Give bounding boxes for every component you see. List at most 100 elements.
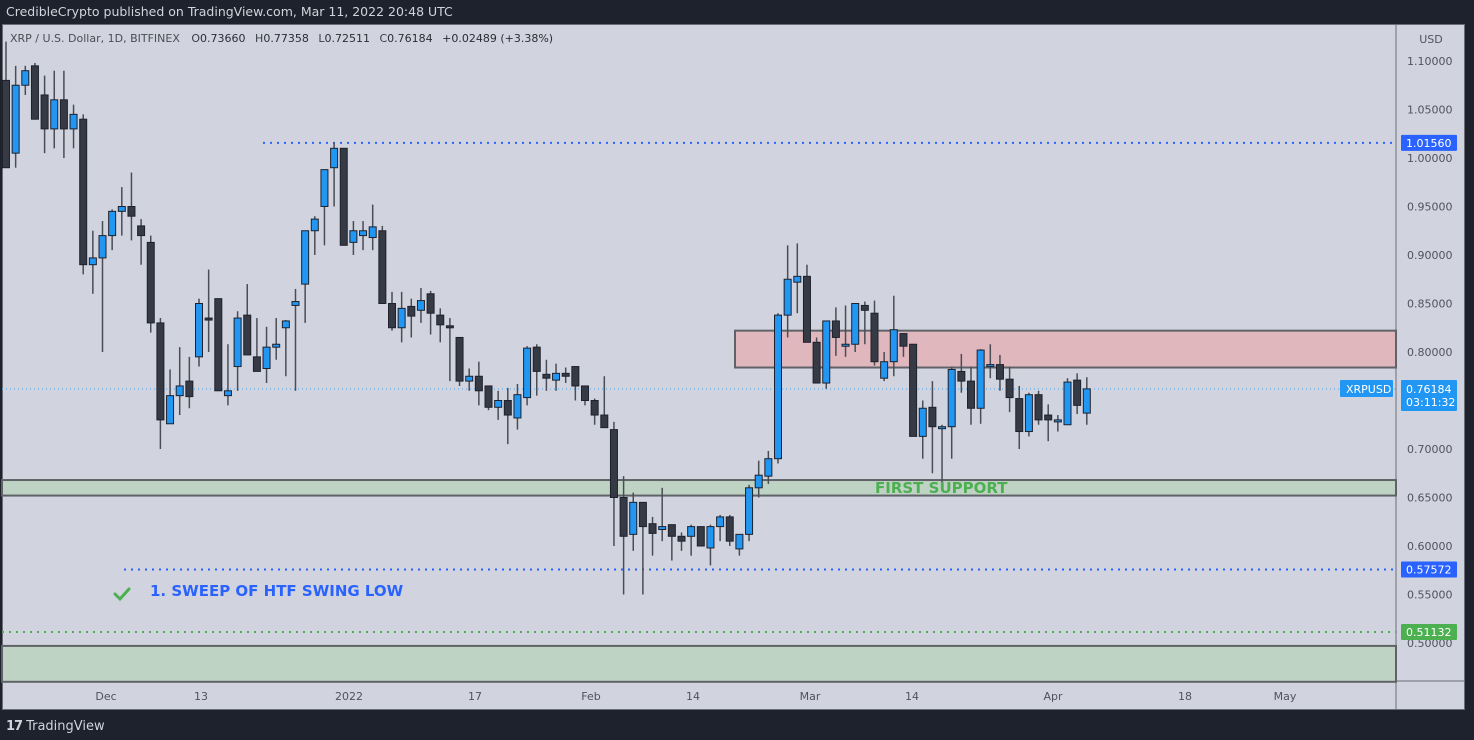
candle-body[interactable] bbox=[445, 325, 454, 329]
candle-body[interactable] bbox=[870, 312, 879, 363]
candle-body[interactable] bbox=[909, 343, 918, 437]
candle-body[interactable] bbox=[822, 320, 831, 384]
candle-body[interactable] bbox=[841, 343, 850, 347]
candle-body[interactable] bbox=[465, 375, 474, 382]
candle-body[interactable] bbox=[619, 497, 628, 537]
candle-body[interactable] bbox=[185, 380, 194, 398]
candle-body[interactable] bbox=[880, 361, 889, 379]
candle-body[interactable] bbox=[252, 356, 261, 372]
candle-body[interactable] bbox=[11, 84, 20, 154]
candle-body[interactable] bbox=[976, 349, 985, 409]
candle-body[interactable] bbox=[831, 320, 840, 338]
candle-body[interactable] bbox=[716, 516, 725, 528]
candle-body[interactable] bbox=[1015, 398, 1024, 433]
candle-body[interactable] bbox=[455, 336, 464, 382]
annotation-text-0[interactable]: 1. SWEEP OF HTF SWING LOW bbox=[150, 582, 404, 600]
candle-body[interactable] bbox=[860, 304, 869, 311]
candle-body[interactable] bbox=[947, 368, 956, 428]
candle-body[interactable] bbox=[108, 210, 117, 237]
candle-body[interactable] bbox=[899, 333, 908, 347]
candle-body[interactable] bbox=[706, 526, 715, 549]
candle-body[interactable] bbox=[542, 373, 551, 379]
candle-body[interactable] bbox=[581, 385, 589, 402]
candle-body[interactable] bbox=[233, 317, 242, 368]
candle-body[interactable] bbox=[532, 346, 541, 372]
candle-body[interactable] bbox=[291, 301, 300, 306]
candle-body[interactable] bbox=[127, 206, 136, 217]
candle-body[interactable] bbox=[696, 526, 705, 547]
candle-body[interactable] bbox=[938, 426, 947, 430]
candle-body[interactable] bbox=[725, 516, 734, 542]
candle-body[interactable] bbox=[407, 305, 416, 317]
candle-body[interactable] bbox=[503, 400, 512, 416]
candle-body[interactable] bbox=[754, 474, 763, 489]
candle-body[interactable] bbox=[204, 317, 213, 321]
candle-body[interactable] bbox=[600, 414, 609, 429]
candle-body[interactable] bbox=[609, 429, 618, 499]
candle-body[interactable] bbox=[967, 380, 975, 409]
candle-body[interactable] bbox=[1082, 388, 1091, 414]
candle-body[interactable] bbox=[146, 241, 155, 324]
candle-body[interactable] bbox=[1044, 414, 1053, 421]
candle-body[interactable] bbox=[30, 65, 39, 120]
candle-body[interactable] bbox=[561, 372, 570, 377]
candle-body[interactable] bbox=[1073, 379, 1082, 406]
candle-body[interactable] bbox=[889, 329, 898, 363]
candle-body[interactable] bbox=[166, 395, 175, 425]
candle-body[interactable] bbox=[359, 230, 368, 237]
candle-body[interactable] bbox=[523, 347, 532, 399]
candle-body[interactable] bbox=[812, 341, 821, 384]
candle-body[interactable] bbox=[368, 226, 377, 239]
candle-body[interactable] bbox=[764, 458, 773, 477]
zone-lower-support[interactable] bbox=[1, 644, 1397, 683]
candle-body[interactable] bbox=[349, 230, 358, 243]
candle-body[interactable] bbox=[851, 303, 860, 345]
zone-first-support[interactable] bbox=[1, 479, 1397, 497]
candle-body[interactable] bbox=[571, 366, 580, 387]
candle-body[interactable] bbox=[243, 314, 252, 356]
candle-body[interactable] bbox=[156, 322, 165, 421]
candle-body[interactable] bbox=[928, 406, 937, 428]
candle-body[interactable] bbox=[378, 230, 387, 304]
candle-body[interactable] bbox=[137, 225, 146, 237]
candle-body[interactable] bbox=[195, 303, 203, 358]
candle-body[interactable] bbox=[1034, 394, 1043, 421]
candle-body[interactable] bbox=[802, 275, 811, 343]
candle-body[interactable] bbox=[339, 147, 348, 246]
candle-body[interactable] bbox=[79, 118, 88, 266]
candle-body[interactable] bbox=[98, 235, 107, 259]
candle-body[interactable] bbox=[40, 94, 49, 130]
candle-body[interactable] bbox=[281, 320, 290, 329]
candle-body[interactable] bbox=[474, 375, 483, 392]
candle-body[interactable] bbox=[677, 535, 686, 542]
candle-body[interactable] bbox=[436, 314, 445, 326]
candle-body[interactable] bbox=[59, 99, 68, 130]
candle-body[interactable] bbox=[88, 257, 97, 266]
candle-body[interactable] bbox=[223, 390, 232, 397]
candle-body[interactable] bbox=[986, 364, 995, 368]
candle-body[interactable] bbox=[1063, 381, 1072, 426]
candle-body[interactable] bbox=[330, 147, 339, 169]
candle-body[interactable] bbox=[50, 99, 59, 130]
candle-body[interactable] bbox=[629, 501, 638, 535]
candle-body[interactable] bbox=[214, 298, 223, 392]
candle-body[interactable] bbox=[21, 70, 30, 86]
candle-body[interactable] bbox=[687, 526, 696, 537]
candle-body[interactable] bbox=[388, 303, 396, 329]
candle-body[interactable] bbox=[957, 370, 966, 382]
candle-body[interactable] bbox=[774, 314, 782, 460]
candle-body[interactable] bbox=[484, 385, 493, 408]
candle-body[interactable] bbox=[918, 407, 927, 437]
annotation-text-1[interactable]: FIRST SUPPORT bbox=[875, 479, 1008, 497]
candle-body[interactable] bbox=[175, 385, 184, 397]
candle-body[interactable] bbox=[1005, 378, 1014, 399]
candle-body[interactable] bbox=[397, 307, 406, 329]
candle-body[interactable] bbox=[513, 394, 522, 419]
candle-body[interactable] bbox=[793, 275, 802, 283]
candle-body[interactable] bbox=[272, 343, 281, 348]
footer-branding[interactable]: 17 TradingView bbox=[6, 719, 105, 734]
candle-body[interactable] bbox=[658, 526, 667, 531]
candle-body[interactable] bbox=[590, 400, 599, 416]
candle-body[interactable] bbox=[638, 501, 647, 528]
